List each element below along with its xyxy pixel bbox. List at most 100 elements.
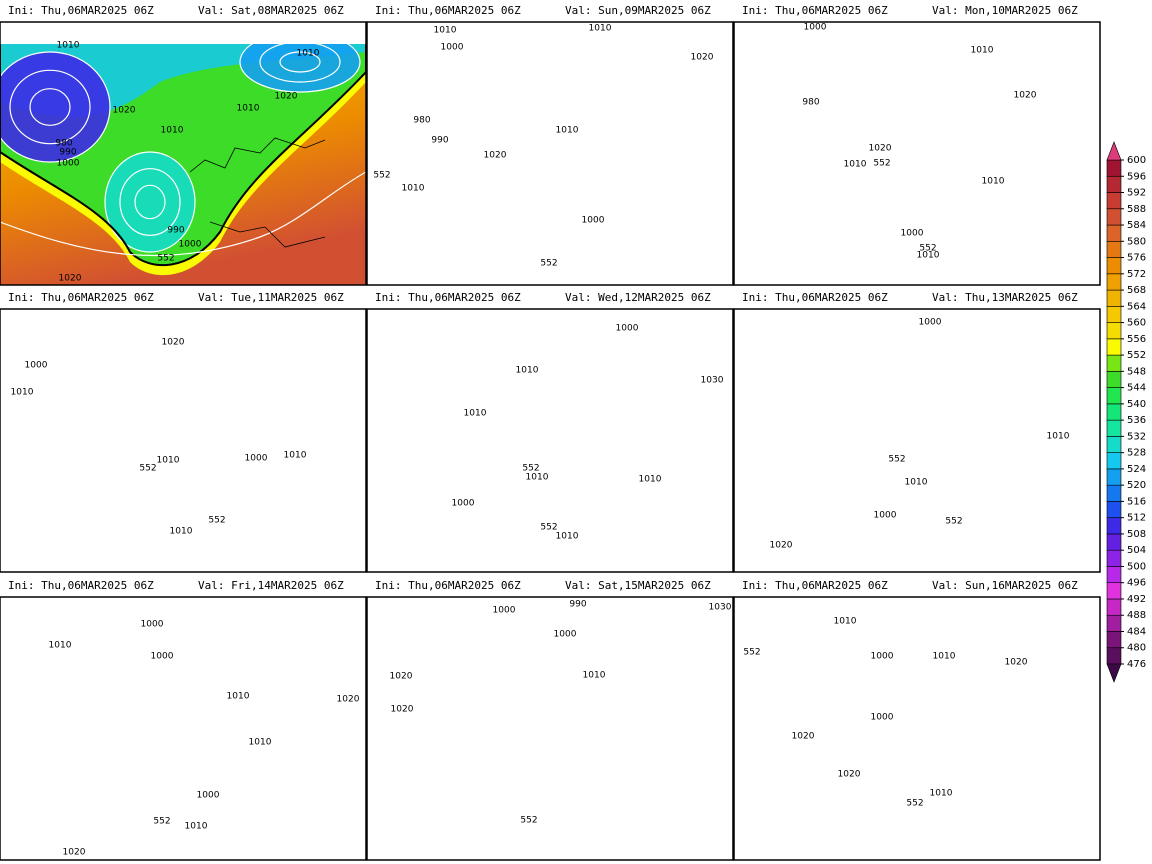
- coastline: [924, 713, 1059, 822]
- init-time: Ini: Thu,06MAR2025 06Z: [8, 579, 154, 592]
- warm-field: [734, 22, 1100, 285]
- isobar: [134, 184, 166, 220]
- contour-552: [0, 44, 366, 266]
- panel-frame: [0, 308, 367, 573]
- low-centre: [110, 349, 190, 429]
- isobar: [836, 472, 863, 495]
- map-panel: [367, 309, 733, 572]
- isobar: [220, 346, 300, 393]
- contour-label: 1030: [701, 376, 724, 386]
- low-centre: [884, 299, 1024, 359]
- isobar: [434, 452, 471, 475]
- cool-field: [367, 597, 733, 699]
- init-time: Ini: Thu,06MAR2025 06Z: [742, 579, 888, 592]
- isobar: [29, 88, 71, 126]
- low-centre: [372, 37, 512, 147]
- contour-label: 1000: [919, 318, 942, 328]
- contour-label: 552: [540, 259, 557, 269]
- colorbar-bin: [1106, 192, 1122, 210]
- contour-label: 1000: [57, 159, 80, 169]
- colorbar-label: 552: [1127, 350, 1146, 361]
- valid-time: Val: Sun,16MAR2025 06Z: [932, 579, 1078, 592]
- isobar: [964, 597, 1044, 637]
- cool-field: [0, 309, 366, 404]
- contour-label: 1000: [871, 713, 894, 723]
- colorbar-bin: [1106, 419, 1122, 437]
- colorbar-bin: [1106, 306, 1122, 323]
- isobar: [567, 309, 657, 419]
- isobar: [744, 309, 884, 399]
- colorbar-bin: [1106, 354, 1122, 372]
- contour-552: [734, 309, 1100, 553]
- contour-label: 552: [373, 171, 390, 181]
- colorbar-label: 564: [1127, 301, 1146, 312]
- colorbar-label: 512: [1127, 513, 1146, 524]
- contour-label: 1010: [583, 671, 606, 681]
- isobar: [240, 357, 280, 380]
- panel-frame: [0, 21, 367, 286]
- coastline: [557, 713, 692, 822]
- isobar: [35, 637, 115, 697]
- isobar: [587, 42, 707, 102]
- contour-label: 1010: [971, 46, 994, 56]
- isobar: [212, 627, 249, 657]
- isobar: [175, 597, 285, 687]
- colorbar-label: 528: [1127, 448, 1146, 459]
- isobar: [15, 622, 135, 712]
- low-centre: [15, 622, 135, 712]
- isobar: [397, 429, 507, 499]
- colorbar-bin: [1106, 208, 1122, 226]
- warm-field: [367, 597, 733, 860]
- colorbar-label: 500: [1127, 561, 1146, 572]
- contour-label: 1010: [834, 617, 857, 627]
- contour-label: 552: [208, 516, 225, 526]
- contour-label: 552: [139, 464, 156, 474]
- cool-field: [734, 22, 1100, 133]
- contour-label: 1010: [249, 738, 272, 748]
- isobar: [597, 346, 627, 383]
- contour-label: 1020: [838, 770, 861, 780]
- map-panel: [734, 22, 1100, 285]
- yellow-band: [734, 32, 1100, 276]
- isobar: [582, 327, 642, 400]
- isobar: [0, 171, 366, 257]
- contour-label: 552: [153, 817, 170, 827]
- contour-label: 552: [919, 244, 936, 254]
- contour-label: 1000: [901, 229, 924, 239]
- contour-label: 1010: [516, 366, 539, 376]
- contour-label: 1000: [197, 791, 220, 801]
- isobar: [367, 747, 733, 831]
- low-centre: [105, 752, 185, 812]
- contour-label: 552: [945, 517, 962, 527]
- low-centre: [749, 22, 889, 92]
- contour-label: 1000: [554, 630, 577, 640]
- colorbar-label: 572: [1127, 269, 1146, 280]
- contour-label: 1020: [770, 541, 793, 551]
- isobar: [857, 700, 910, 753]
- colorbar-bin: [1106, 338, 1122, 356]
- contour-label: 1020: [869, 144, 892, 154]
- colorbar-bin: [1106, 647, 1122, 665]
- colorbar-bin: [1106, 549, 1122, 567]
- isobar: [524, 774, 551, 801]
- colorbar-bin: [1106, 175, 1122, 193]
- valid-time: Val: Sat,08MAR2025 06Z: [198, 4, 344, 17]
- isobar: [395, 55, 488, 128]
- cool-field: [367, 22, 733, 124]
- colorbar-label: 504: [1127, 545, 1146, 556]
- contour-label: 1000: [804, 23, 827, 33]
- isobar: [1014, 60, 1054, 83]
- colorbar-label: 484: [1127, 626, 1146, 637]
- isobar: [415, 441, 488, 488]
- panel-frame: [0, 596, 367, 861]
- colorbar-label: 496: [1127, 578, 1146, 589]
- contour-label: 980: [413, 116, 430, 126]
- cool-field: [367, 309, 733, 411]
- valid-time: Val: Sun,09MAR2025 06Z: [565, 4, 711, 17]
- contour-label: 1010: [1047, 432, 1070, 442]
- cutoff-high: [125, 389, 175, 489]
- contour-label: 1000: [151, 652, 174, 662]
- contour-label: 1020: [59, 274, 82, 284]
- contour-label: 552: [157, 254, 174, 264]
- contour-label: 1010: [556, 126, 579, 136]
